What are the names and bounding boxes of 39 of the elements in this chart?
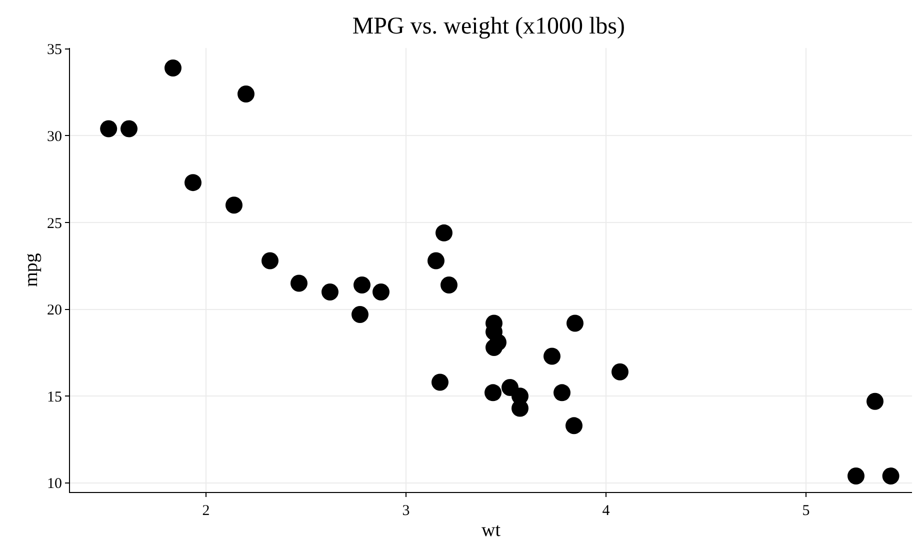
point bbox=[436, 224, 452, 242]
x-tick-label: 2 bbox=[202, 503, 210, 519]
point bbox=[554, 384, 570, 402]
point bbox=[612, 363, 628, 380]
point bbox=[848, 468, 864, 485]
chart-title: MPG vs. weight (x1000 lbs) bbox=[352, 14, 625, 40]
point bbox=[566, 417, 582, 434]
point bbox=[226, 196, 242, 214]
point bbox=[484, 384, 502, 402]
point bbox=[566, 314, 584, 332]
y-tick-label: 25 bbox=[47, 216, 62, 232]
point bbox=[352, 306, 368, 324]
point bbox=[184, 174, 202, 192]
y-tick-label: 35 bbox=[47, 42, 62, 58]
x-tick-label: 4 bbox=[602, 503, 610, 519]
point bbox=[432, 374, 448, 391]
y-tick-label: 20 bbox=[47, 302, 62, 319]
y-tick-label: 30 bbox=[47, 128, 62, 145]
point bbox=[354, 276, 370, 294]
x-axis-title: wt bbox=[482, 520, 502, 541]
y-tick-label: 15 bbox=[47, 389, 62, 406]
point bbox=[238, 86, 254, 102]
point bbox=[100, 120, 118, 138]
point bbox=[262, 252, 278, 270]
point bbox=[544, 348, 560, 365]
point bbox=[372, 283, 390, 300]
point bbox=[290, 274, 308, 292]
point bbox=[120, 120, 138, 138]
point bbox=[322, 283, 338, 300]
y-tick-label: 10 bbox=[47, 476, 62, 492]
point bbox=[164, 59, 182, 76]
point bbox=[882, 468, 900, 485]
x-tick-label: 5 bbox=[802, 503, 810, 519]
point bbox=[486, 339, 502, 356]
y-axis-title: mpg bbox=[20, 252, 42, 287]
point bbox=[440, 276, 458, 294]
point bbox=[866, 392, 884, 410]
point bbox=[428, 252, 444, 270]
x-tick-label: 3 bbox=[402, 503, 410, 519]
